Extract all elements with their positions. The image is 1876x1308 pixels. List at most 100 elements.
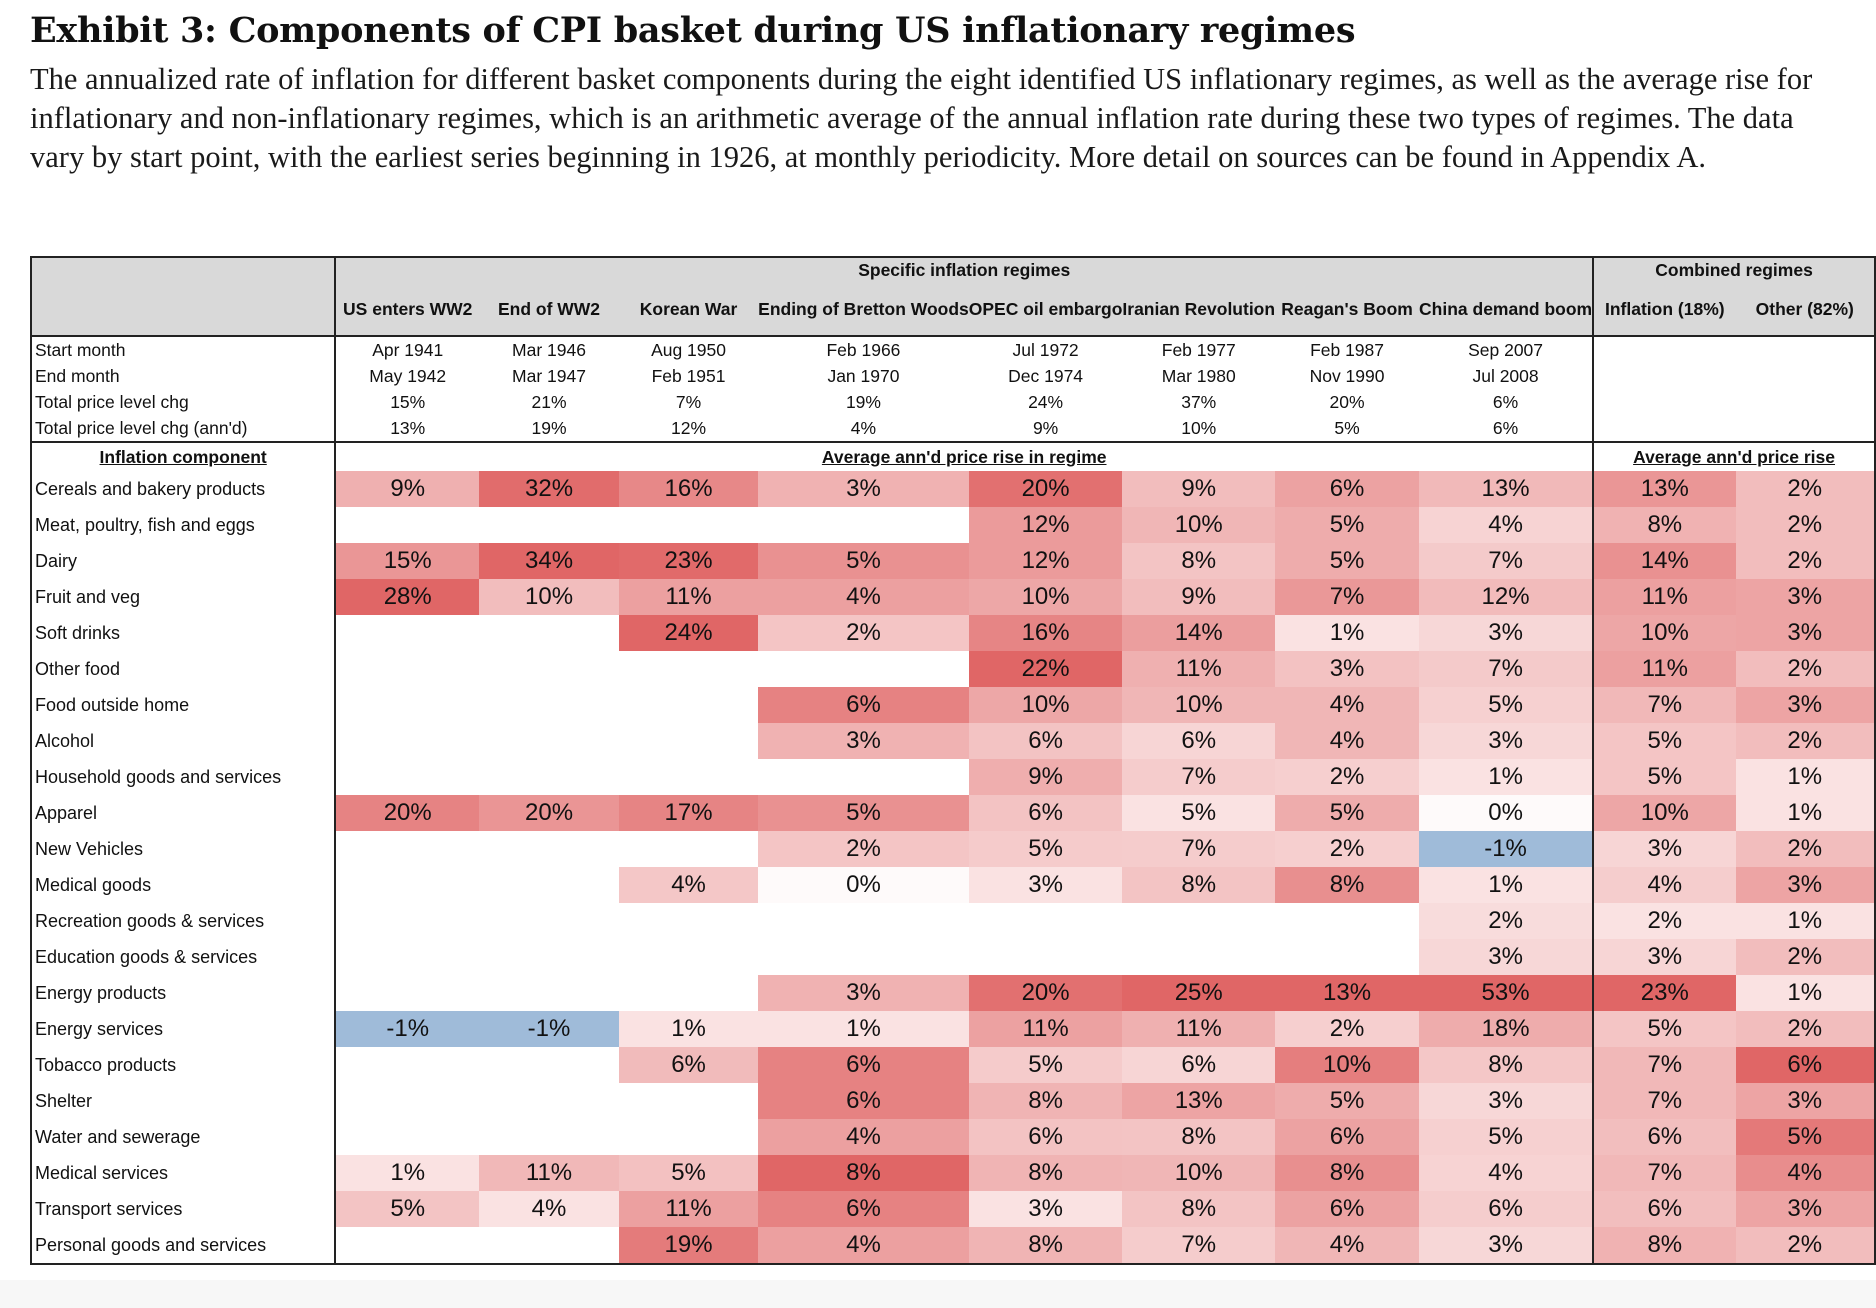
meta-cell: 10% (1122, 415, 1276, 443)
heatmap-cell: 2% (1735, 831, 1876, 867)
heatmap-cell: 2% (1275, 831, 1420, 867)
heatmap-cell: 9% (968, 759, 1123, 795)
meta-cell: 5% (1275, 415, 1420, 443)
component-label: Shelter (29, 1083, 337, 1119)
heatmap-cell: 3% (1419, 1083, 1595, 1119)
meta-cell: Feb 1951 (651, 365, 726, 386)
heatmap-cell: 8% (1122, 543, 1276, 579)
component-label: Energy services (29, 1011, 337, 1047)
heatmap-cell (479, 759, 619, 795)
heatmap-cell (618, 939, 759, 975)
heatmap-cell: 5% (1122, 795, 1276, 831)
heatmap-cell: 11% (479, 1155, 619, 1191)
heatmap-cell: 1% (1735, 795, 1876, 831)
heatmap-cell: 22% (968, 651, 1123, 687)
heatmap-cell: 10% (1275, 1047, 1420, 1083)
heatmap-cell: 28% (335, 579, 480, 615)
heatmap-cell: 10% (479, 579, 619, 615)
heatmap-cell: 4% (1275, 687, 1420, 723)
heatmap-cell: 10% (1593, 795, 1736, 831)
component-label: Apparel (29, 795, 337, 831)
heatmap-cell: 11% (1593, 651, 1736, 687)
meta-cell: Feb 1977 (1161, 339, 1236, 360)
heatmap-cell: 2% (1593, 903, 1736, 939)
component-label: Fruit and veg (29, 579, 337, 615)
heatmap-cell: 0% (758, 867, 969, 903)
heatmap-cell: 3% (1735, 687, 1876, 723)
heatmap-cell: 3% (1735, 1083, 1876, 1119)
cpi-heatmap-table-wrap: Specific inflation regimes Combined regim… (29, 256, 1876, 1265)
heatmap-cell: 6% (1122, 723, 1276, 759)
heatmap-cell (335, 507, 480, 543)
heatmap-cell: 7% (1122, 831, 1276, 867)
heatmap-cell (335, 1047, 480, 1083)
meta-cell: 13% (335, 415, 480, 443)
heatmap-cell: 3% (1735, 579, 1876, 615)
heatmap-cell: 25% (1122, 975, 1276, 1011)
heatmap-cell (1275, 939, 1420, 975)
heatmap-cell: 8% (968, 1083, 1123, 1119)
heatmap-cell (758, 651, 969, 687)
heatmap-cell: 7% (1419, 651, 1595, 687)
heatmap-cell: 1% (1419, 867, 1595, 903)
meta-empty-cell (1593, 363, 1735, 389)
meta-cell: 15% (390, 391, 426, 412)
heatmap-cell: 3% (968, 867, 1123, 903)
heatmap-cell (335, 723, 480, 759)
heatmap-cell: 8% (1275, 867, 1420, 903)
heatmap-cell: 4% (758, 579, 969, 615)
heatmap-cell: 5% (1419, 1119, 1595, 1155)
band-specific-label: Specific inflation regimes (335, 256, 1595, 283)
heatmap-cell: 10% (1122, 507, 1276, 543)
page-bottom-edge (0, 1280, 1876, 1308)
heatmap-cell (758, 507, 969, 543)
heatmap-cell: 5% (968, 1047, 1123, 1083)
meta-cell: 20% (1329, 391, 1365, 412)
heatmap-cell: 8% (968, 1155, 1123, 1191)
heatmap-cell: 32% (479, 471, 619, 507)
heatmap-cell: 1% (1275, 615, 1420, 651)
component-label: Household goods and services (29, 759, 337, 795)
heatmap-cell: 10% (1122, 1155, 1276, 1191)
meta-empty-cell (1735, 363, 1876, 389)
heatmap-cell: 20% (479, 795, 619, 831)
heatmap-cell: 15% (335, 543, 480, 579)
heatmap-cell (335, 615, 480, 651)
heatmap-cell: 4% (479, 1191, 619, 1227)
meta-row: Total price level chg 15% 21% 7% 19% 24% 37% 20… (29, 389, 1876, 415)
section-combined-cell: Average ann'd price rise (1593, 442, 1876, 471)
heatmap-cell: 6% (618, 1047, 759, 1083)
heatmap-cell: -1% (335, 1011, 480, 1047)
meta-row-label: Total price level chg (29, 389, 337, 415)
heatmap-cell: 23% (618, 543, 759, 579)
heatmap-cell (758, 939, 969, 975)
heatmap-cell: 8% (1122, 1119, 1276, 1155)
heatmap-cell: 11% (1593, 579, 1736, 615)
meta-cell: 4% (758, 415, 969, 443)
section-specific-label: Average ann'd price rise in regime (821, 446, 1107, 467)
heatmap-cell: 10% (1122, 687, 1276, 723)
meta-cell: Sep 2007 (1419, 336, 1595, 363)
heatmap-cell (479, 687, 619, 723)
heatmap-cell: 7% (1275, 579, 1420, 615)
heatmap-cell: 6% (968, 795, 1123, 831)
heatmap-cell: 1% (1735, 759, 1876, 795)
heatmap-cell: 13% (1122, 1083, 1276, 1119)
heatmap-cell: 6% (758, 1191, 969, 1227)
meta-cell: 12% (618, 415, 759, 443)
heatmap-cell: 3% (758, 471, 969, 507)
regime-header: China demand boom (1419, 283, 1595, 337)
heatmap-cell: 1% (758, 1011, 969, 1047)
heatmap-cell: 4% (1419, 1155, 1595, 1191)
heatmap-cell: 20% (968, 471, 1123, 507)
heatmap-cell (479, 939, 619, 975)
component-row: Personal goods and services 19% 4% 8% 7% 4% 3%… (29, 1227, 1876, 1265)
heatmap-cell: 16% (968, 615, 1123, 651)
heatmap-cell: 6% (1275, 1119, 1420, 1155)
heatmap-cell (479, 507, 619, 543)
heatmap-cell (479, 903, 619, 939)
combined-header: Inflation (18%) (1593, 283, 1736, 337)
heatmap-cell: 1% (335, 1155, 480, 1191)
heatmap-cell: 7% (1593, 1155, 1736, 1191)
component-label: Other food (29, 651, 337, 687)
